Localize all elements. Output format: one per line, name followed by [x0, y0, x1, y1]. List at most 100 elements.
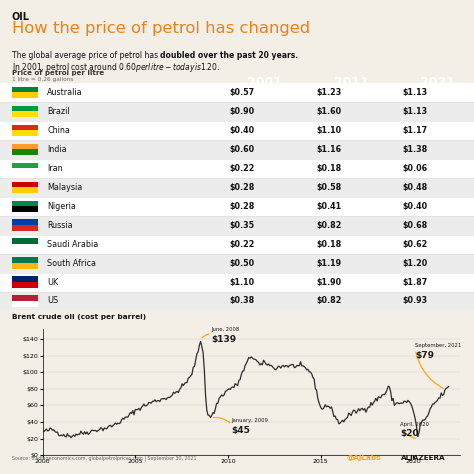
FancyBboxPatch shape — [12, 149, 38, 155]
FancyBboxPatch shape — [12, 301, 38, 307]
FancyBboxPatch shape — [12, 201, 38, 206]
Text: $1.19: $1.19 — [317, 259, 342, 267]
FancyBboxPatch shape — [0, 102, 474, 121]
Text: In 2001, petrol cost around $0.60 per litre - today is $1.20.: In 2001, petrol cost around $0.60 per li… — [12, 61, 220, 73]
FancyBboxPatch shape — [12, 219, 38, 225]
FancyBboxPatch shape — [0, 197, 474, 216]
FancyBboxPatch shape — [12, 125, 38, 130]
FancyBboxPatch shape — [0, 83, 474, 102]
FancyBboxPatch shape — [0, 235, 474, 254]
Text: Brent crude oil (cost per barrel): Brent crude oil (cost per barrel) — [12, 314, 146, 320]
Text: $0.90: $0.90 — [229, 107, 255, 116]
FancyBboxPatch shape — [12, 144, 38, 149]
Text: @AJLabs: @AJLabs — [346, 455, 381, 461]
Text: June, 2008: June, 2008 — [211, 328, 240, 332]
Text: Source: tradingeconomics.com, globalpetrolprices.com | September 30, 2021: Source: tradingeconomics.com, globalpetr… — [12, 455, 196, 461]
FancyBboxPatch shape — [0, 254, 474, 273]
Text: $0.35: $0.35 — [229, 221, 255, 229]
Text: average: average — [339, 82, 365, 88]
Text: $1.10: $1.10 — [317, 126, 342, 135]
FancyBboxPatch shape — [12, 282, 38, 288]
FancyBboxPatch shape — [12, 111, 38, 117]
Text: $1.16: $1.16 — [317, 145, 342, 154]
FancyBboxPatch shape — [12, 168, 38, 174]
Text: India: India — [47, 145, 67, 154]
Text: 2021: 2021 — [420, 76, 455, 89]
Text: $1.13: $1.13 — [402, 88, 428, 97]
Text: $0.22: $0.22 — [229, 164, 255, 173]
FancyBboxPatch shape — [12, 263, 38, 269]
Text: $0.22: $0.22 — [229, 240, 255, 248]
Text: South Africa: South Africa — [47, 259, 96, 267]
Text: April, 2020: April, 2020 — [401, 421, 429, 427]
FancyBboxPatch shape — [12, 276, 38, 282]
Text: $0.50: $0.50 — [229, 259, 255, 267]
Text: $1.90: $1.90 — [317, 278, 342, 286]
Text: 2011: 2011 — [335, 76, 369, 89]
Text: $1.38: $1.38 — [402, 145, 428, 154]
Text: $0.93: $0.93 — [402, 297, 428, 305]
Text: 2001: 2001 — [247, 76, 282, 89]
Text: $0.62: $0.62 — [402, 240, 428, 248]
FancyBboxPatch shape — [0, 121, 474, 140]
Text: Price of petrol per litre: Price of petrol per litre — [12, 70, 104, 76]
FancyBboxPatch shape — [0, 292, 474, 310]
FancyBboxPatch shape — [12, 130, 38, 136]
Text: $0.48: $0.48 — [402, 183, 428, 191]
FancyBboxPatch shape — [12, 92, 38, 98]
Text: $1.10: $1.10 — [229, 278, 255, 286]
FancyBboxPatch shape — [0, 273, 474, 292]
Text: $0.68: $0.68 — [402, 221, 428, 229]
Text: doubled over the past 20 years.: doubled over the past 20 years. — [160, 51, 298, 60]
Text: How the price of petrol has changed: How the price of petrol has changed — [12, 21, 310, 36]
FancyBboxPatch shape — [0, 140, 474, 159]
FancyBboxPatch shape — [12, 87, 38, 92]
Text: Brazil: Brazil — [47, 107, 70, 116]
Text: $0.40: $0.40 — [229, 126, 255, 135]
FancyBboxPatch shape — [12, 225, 38, 231]
Text: $1.17: $1.17 — [402, 126, 428, 135]
Text: UK: UK — [47, 278, 58, 286]
FancyBboxPatch shape — [12, 182, 38, 187]
FancyBboxPatch shape — [12, 106, 38, 111]
Text: OIL: OIL — [12, 12, 30, 22]
Text: $20: $20 — [401, 429, 419, 438]
Text: ALJAZEERA: ALJAZEERA — [401, 455, 445, 461]
Text: $0.28: $0.28 — [229, 183, 255, 191]
Text: $0.82: $0.82 — [317, 297, 342, 305]
Text: Iran: Iran — [47, 164, 63, 173]
FancyBboxPatch shape — [12, 244, 38, 250]
Text: 1 litre = 0.26 gallons: 1 litre = 0.26 gallons — [12, 77, 73, 82]
Text: $1.87: $1.87 — [402, 278, 428, 286]
Text: average: average — [251, 82, 277, 88]
Text: $0.58: $0.58 — [317, 183, 342, 191]
Text: $0.18: $0.18 — [317, 240, 342, 248]
Text: US: US — [47, 297, 58, 305]
Text: January, 2009: January, 2009 — [232, 418, 269, 423]
FancyBboxPatch shape — [0, 216, 474, 235]
Text: $0.28: $0.28 — [229, 202, 255, 210]
Text: $1.13: $1.13 — [402, 107, 428, 116]
Text: $79: $79 — [415, 350, 434, 359]
Text: September: September — [420, 82, 455, 88]
Text: $45: $45 — [232, 426, 251, 435]
Text: $139: $139 — [211, 335, 237, 344]
Text: September, 2021: September, 2021 — [415, 343, 462, 348]
Text: $0.06: $0.06 — [402, 164, 428, 173]
Text: $1.60: $1.60 — [317, 107, 342, 116]
FancyBboxPatch shape — [0, 159, 474, 178]
Text: $0.82: $0.82 — [317, 221, 342, 229]
Text: $0.40: $0.40 — [402, 202, 428, 210]
Text: The global average price of petrol has: The global average price of petrol has — [12, 51, 160, 60]
Text: $0.18: $0.18 — [317, 164, 342, 173]
Text: $0.41: $0.41 — [317, 202, 342, 210]
FancyBboxPatch shape — [12, 187, 38, 193]
Text: $1.20: $1.20 — [402, 259, 428, 267]
Text: $0.38: $0.38 — [229, 297, 255, 305]
FancyBboxPatch shape — [12, 257, 38, 263]
Text: Russia: Russia — [47, 221, 73, 229]
FancyBboxPatch shape — [12, 295, 38, 301]
Text: Malaysia: Malaysia — [47, 183, 82, 191]
Text: $0.57: $0.57 — [229, 88, 255, 97]
FancyBboxPatch shape — [12, 238, 38, 244]
